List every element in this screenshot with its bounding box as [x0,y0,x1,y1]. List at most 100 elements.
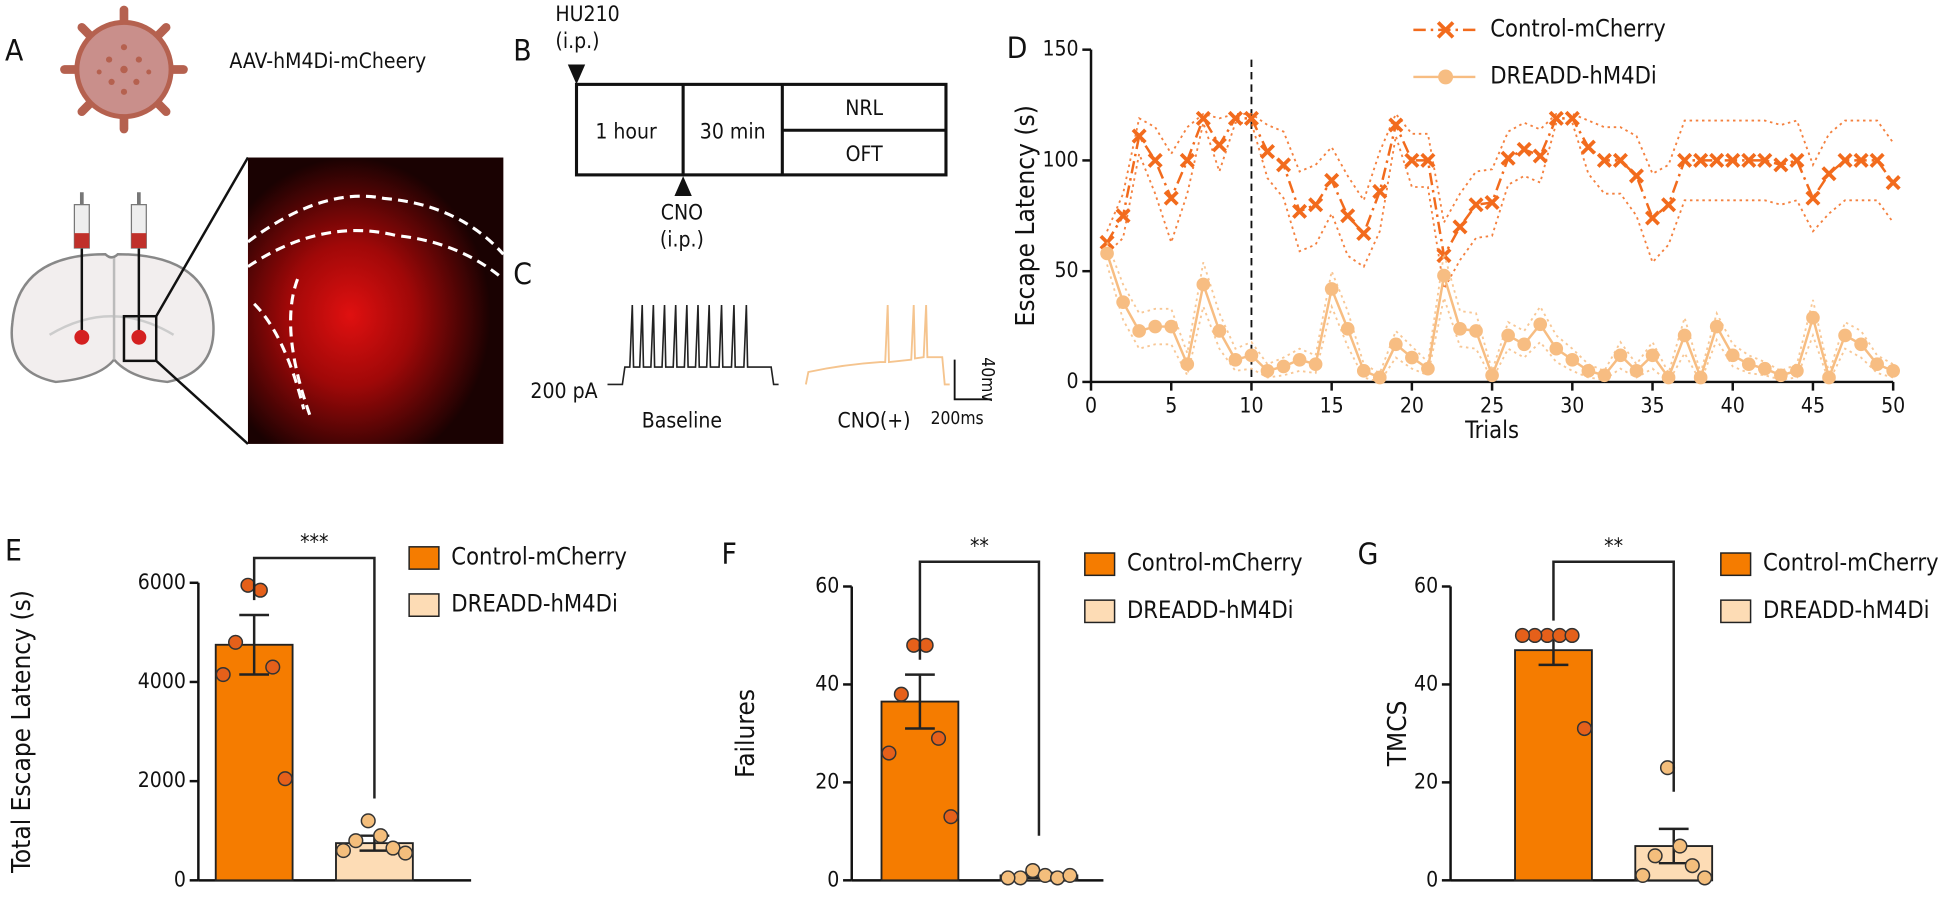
x-tick-label: 10 [1239,393,1263,418]
route-label: (i.p.) [555,28,599,53]
data-point [1539,627,1555,644]
data-point [1025,862,1041,879]
arrow [674,176,692,196]
marker [1822,370,1836,385]
marker [1597,368,1612,383]
marker [1324,172,1340,188]
y-tick-label: 0 [827,866,839,891]
significance-label: *** [300,529,328,554]
marker [1533,317,1548,332]
marker [1453,321,1467,336]
data-point [1552,627,1568,644]
data-point [240,577,256,593]
marker [1596,152,1612,168]
marker [1837,152,1853,168]
x-tick-label: 25 [1480,393,1504,418]
marker [1838,328,1852,343]
marker [1163,190,1179,206]
data-point [1012,870,1028,886]
marker [1340,208,1356,224]
y-tick-label: 0 [174,866,186,891]
marker [1195,110,1211,126]
marker [1661,197,1677,213]
marker [1228,352,1243,367]
error-bar [239,613,270,676]
data-point [930,730,947,746]
bar [880,700,960,882]
significance-bracket [252,556,376,799]
marker [1469,324,1483,338]
marker [1516,141,1532,157]
y-tick-label: 4000 [138,668,186,693]
marker [1164,319,1179,334]
marker [1806,310,1820,325]
legend-swatch [408,593,440,617]
marker [1100,246,1114,261]
y-tick-label: 20 [815,768,839,793]
marker [1292,203,1308,219]
significance-bracket [918,560,1041,836]
data-point [373,828,389,844]
error-bar [905,673,935,730]
data-point [1697,870,1713,886]
marker [1565,352,1580,367]
marker [1629,364,1644,378]
marker [1115,208,1131,224]
marker [1741,357,1756,372]
data-point [893,686,909,702]
significance-bracket [1552,560,1675,792]
panel-label: A [5,34,24,69]
legend-swatch [1084,599,1116,624]
marker [1132,324,1146,338]
marker [1180,357,1195,372]
data-point [385,840,401,856]
panel-label: C [513,257,532,292]
data-point [1000,870,1016,886]
marker [1548,110,1564,126]
brain-slice [10,156,250,445]
marker [1147,152,1163,168]
y-axis-label: Total Escape Latency (s) [7,590,37,874]
marker [1372,370,1387,385]
marker [1389,337,1403,352]
marker [1308,197,1324,213]
marker [1725,348,1740,363]
marker [1421,361,1435,376]
marker [1774,368,1788,383]
marker [1886,364,1900,378]
marker [1870,357,1884,372]
data-point [227,634,244,650]
marker [1211,137,1227,153]
marker [1677,152,1693,168]
marker [1709,152,1725,168]
data-point [360,813,376,829]
legend-label: DREADD-hM4Di [1490,61,1657,89]
marker [1709,319,1724,334]
panel-label: B [513,34,531,69]
marker [1356,226,1372,242]
micrograph [247,157,505,444]
y-tick-label: 40 [1414,670,1438,695]
y-tick-label: 2000 [138,767,186,792]
panel-label: D [1007,31,1028,66]
trace [607,305,779,386]
marker [1612,152,1628,168]
marker [1148,319,1163,334]
marker [1308,357,1323,372]
data-point [1564,627,1580,644]
marker [1853,152,1869,168]
legend-swatch [408,546,440,570]
marker [1581,364,1596,378]
data-point [1672,838,1688,854]
marker [1693,152,1709,168]
marker [1276,359,1291,374]
data-point [335,843,351,859]
marker [1243,110,1259,126]
x-tick-label: 40 [1721,393,1745,418]
y-tick-label: 150 [1042,36,1078,61]
marker [1116,295,1130,310]
marker [1437,268,1451,283]
scale-label: 40mv [977,357,997,401]
marker [1645,348,1660,363]
